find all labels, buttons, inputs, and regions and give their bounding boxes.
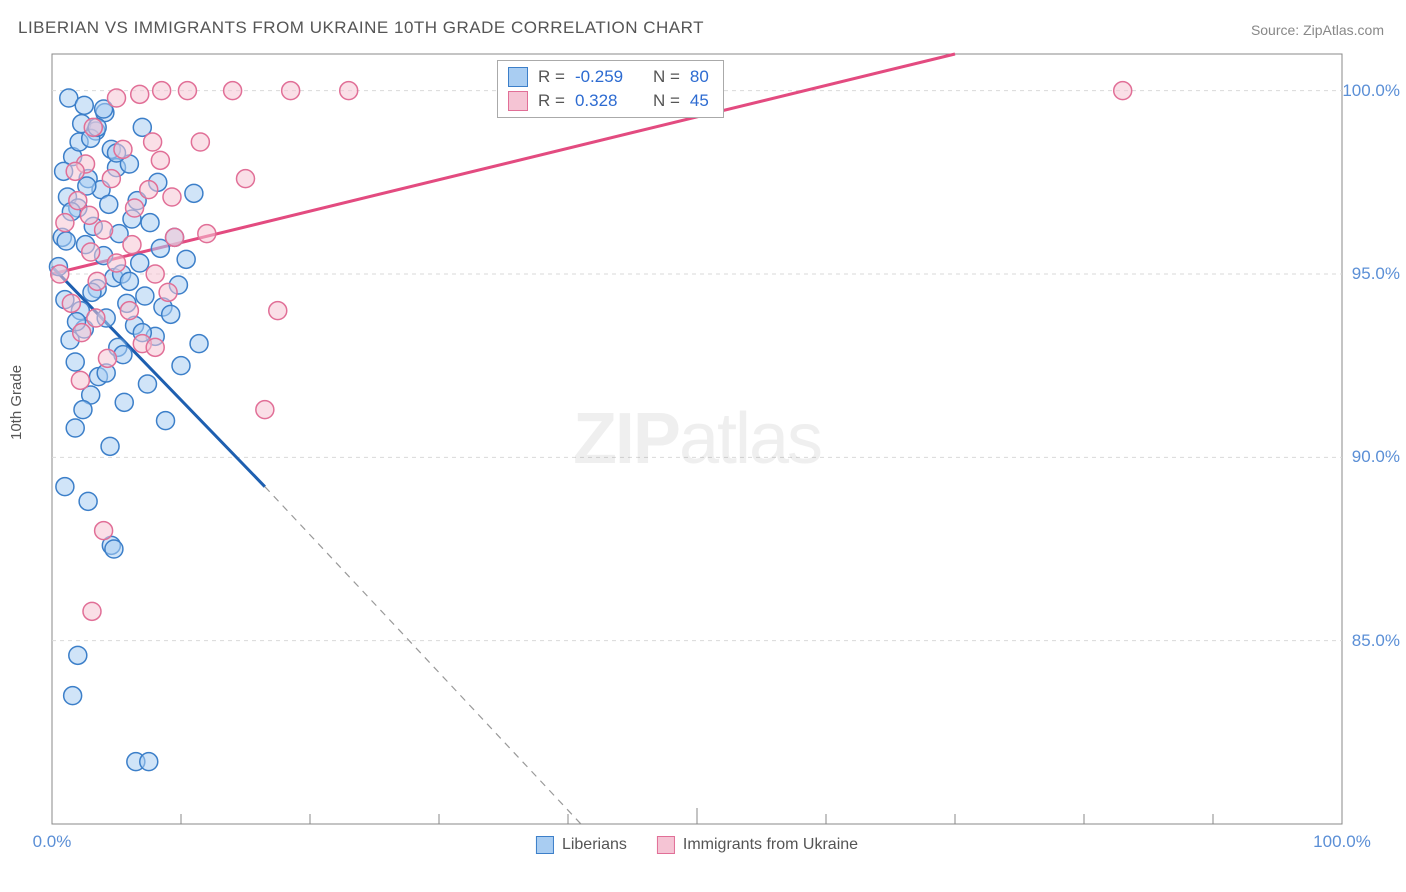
stat-r-label: R = <box>538 91 565 111</box>
y-tick-label: 95.0% <box>1352 264 1400 284</box>
stat-n-value: 45 <box>690 91 709 111</box>
scatter-chart: ZIPatlas R = -0.259 N = 80 R = 0.328 N =… <box>52 54 1342 824</box>
stat-r-label: R = <box>538 67 565 87</box>
x-tick-label: 0.0% <box>33 832 72 852</box>
legend-item: Liberians <box>536 836 627 854</box>
x-tick-label: 100.0% <box>1313 832 1371 852</box>
stat-r-value: 0.328 <box>575 91 643 111</box>
stat-n-label: N = <box>653 91 680 111</box>
stat-row: R = 0.328 N = 45 <box>508 89 709 113</box>
source-attribution: Source: ZipAtlas.com <box>1251 22 1384 38</box>
correlation-stats-box: R = -0.259 N = 80 R = 0.328 N = 45 <box>497 60 724 118</box>
y-tick-label: 85.0% <box>1352 631 1400 651</box>
stat-row: R = -0.259 N = 80 <box>508 65 709 89</box>
legend-label: Liberians <box>562 836 627 854</box>
stat-swatch-icon <box>508 67 528 87</box>
stat-n-value: 80 <box>690 67 709 87</box>
stat-r-value: -0.259 <box>575 67 643 87</box>
legend-swatch-icon <box>536 836 554 854</box>
legend-label: Immigrants from Ukraine <box>683 836 858 854</box>
stat-n-label: N = <box>653 67 680 87</box>
stat-swatch-icon <box>508 91 528 111</box>
y-axis-label: 10th Grade <box>8 365 25 440</box>
y-tick-label: 100.0% <box>1342 81 1400 101</box>
y-tick-label: 90.0% <box>1352 447 1400 467</box>
legend-swatch-icon <box>657 836 675 854</box>
legend: Liberians Immigrants from Ukraine <box>536 836 858 854</box>
legend-item: Immigrants from Ukraine <box>657 836 858 854</box>
chart-title: LIBERIAN VS IMMIGRANTS FROM UKRAINE 10TH… <box>18 18 704 38</box>
